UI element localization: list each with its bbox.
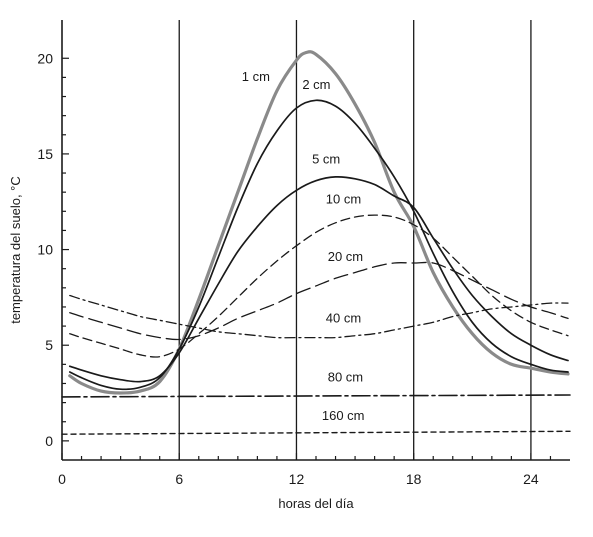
x-tick-label: 24 [523,471,539,487]
x-tick-label: 18 [406,471,422,487]
x-axis-title: horas del día [278,496,354,511]
series-label-10cm: 10 cm [326,192,361,207]
series-label-20cm: 20 cm [328,249,363,264]
series-line-1cm [68,50,570,395]
y-tick-label: 10 [37,242,53,258]
ticks-layer: 0 6 12 18 24 0 5 10 15 20 [37,50,552,487]
series-line-2cm [68,99,569,391]
series-label-40cm: 40 cm [326,310,361,325]
series-layer [61,50,571,435]
y-tick-label: 20 [37,50,53,66]
series-line-5cm [68,175,569,383]
series-label-80cm: 80 cm [328,370,363,385]
series-line-80cm [61,394,571,398]
x-tick-label: 0 [58,471,66,487]
x-tick-label: 6 [175,471,183,487]
series-line-20cm [69,261,569,341]
y-tick-label: 0 [45,433,53,449]
series-labels-layer: 1 cm 2 cm 5 cm 10 cm 20 cm 40 cm 80 cm 160 cm [242,69,365,423]
vertical-reference-lines [178,20,532,460]
y-tick-label: 5 [45,337,53,353]
series-line-160cm [61,430,571,435]
y-axis-title: temperatura del suelo, °C [8,176,23,324]
series-line-40cm [69,294,569,339]
series-label-5cm: 5 cm [312,151,340,166]
y-tick-label: 15 [37,146,53,162]
series-label-2cm: 2 cm [302,77,330,92]
series-label-160cm: 160 cm [322,408,365,423]
series-label-1cm: 1 cm [242,69,270,84]
x-tick-label: 12 [289,471,305,487]
series-line-10cm [69,214,569,358]
